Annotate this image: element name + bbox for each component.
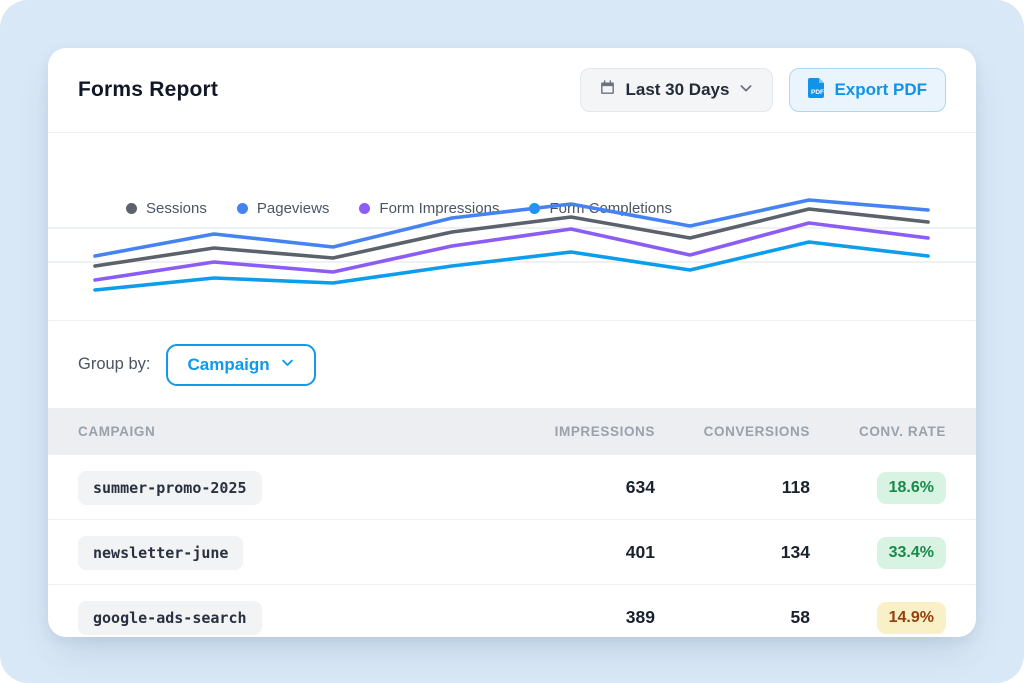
conversions-value: 118 bbox=[781, 477, 810, 497]
chevron-down-icon bbox=[280, 355, 295, 375]
header-actions: Last 30 Days PDF Export PDF bbox=[580, 68, 946, 112]
group-by-label: Group by: bbox=[78, 355, 151, 373]
campaign-name-pill: newsletter-june bbox=[78, 535, 244, 570]
chart-line-sessions bbox=[93, 207, 930, 268]
legend-dot bbox=[359, 203, 371, 214]
campaign-name-pill: summer-promo-2025 bbox=[78, 470, 262, 505]
pdf-file-icon: PDF bbox=[808, 77, 825, 103]
impressions-value: 634 bbox=[625, 477, 655, 497]
svg-text:PDF: PDF bbox=[811, 89, 824, 96]
column-header-conversions: CONVERSIONS bbox=[703, 424, 810, 439]
legend-item-form-impressions: Form Impressions bbox=[359, 200, 499, 217]
conversions-value: 134 bbox=[780, 542, 810, 562]
group-by-dropdown[interactable]: Campaign bbox=[166, 343, 316, 386]
conversions-value: 58 bbox=[790, 607, 810, 627]
impressions-value: 401 bbox=[625, 542, 655, 562]
page-title: Forms Report bbox=[78, 78, 219, 101]
chevron-down-icon bbox=[738, 80, 754, 101]
line-chart bbox=[48, 185, 976, 315]
date-range-dropdown[interactable]: Last 30 Days bbox=[580, 68, 774, 112]
impressions-value: 389 bbox=[625, 607, 655, 627]
column-header-impressions: IMPRESSIONS bbox=[554, 424, 655, 439]
group-by-selected: Campaign bbox=[187, 354, 270, 374]
table-row[interactable]: summer-promo-2025 634 118 18.6% bbox=[48, 455, 976, 520]
date-range-label: Last 30 Days bbox=[625, 80, 730, 99]
card-header: Forms Report Last 30 Days bbox=[48, 48, 976, 133]
calendar-icon bbox=[599, 79, 616, 101]
column-header-campaign: CAMPAIGN bbox=[78, 424, 156, 439]
legend-label: Form Impressions bbox=[379, 200, 500, 217]
conv-rate-badge: 33.4% bbox=[876, 536, 946, 569]
chart-line-form-impressions bbox=[93, 221, 930, 282]
table-body: summer-promo-2025 634 118 18.6% newsletter-j… bbox=[48, 455, 976, 637]
forms-report-card: Forms Report Last 30 Days bbox=[48, 48, 976, 637]
table-row[interactable]: newsletter-june 401 134 33.4% bbox=[48, 520, 976, 585]
legend-dot bbox=[236, 203, 248, 214]
legend-item-sessions: Sessions bbox=[126, 200, 207, 217]
table-header: CAMPAIGN IMPRESSIONS CONVERSIONS CONV. R… bbox=[48, 408, 976, 455]
legend-dot bbox=[126, 203, 137, 214]
column-header-conv-rate: CONV. RATE bbox=[858, 424, 946, 439]
conv-rate-badge: 14.9% bbox=[876, 601, 946, 634]
campaign-name-pill: google-ads-search bbox=[78, 600, 262, 635]
chart-line-pageviews bbox=[93, 198, 930, 258]
export-pdf-label: Export PDF bbox=[834, 80, 927, 99]
group-by-bar: Group by: Campaign bbox=[48, 320, 976, 408]
legend-item-pageviews: Pageviews bbox=[236, 200, 330, 217]
legend-label: Sessions bbox=[146, 200, 207, 217]
table-row[interactable]: google-ads-search 389 58 14.9% bbox=[48, 585, 976, 637]
conv-rate-badge: 18.6% bbox=[876, 471, 946, 504]
legend-label: Pageviews bbox=[256, 200, 330, 217]
export-pdf-button[interactable]: PDF Export PDF bbox=[789, 68, 946, 112]
chart-line-form-completions bbox=[93, 240, 930, 292]
